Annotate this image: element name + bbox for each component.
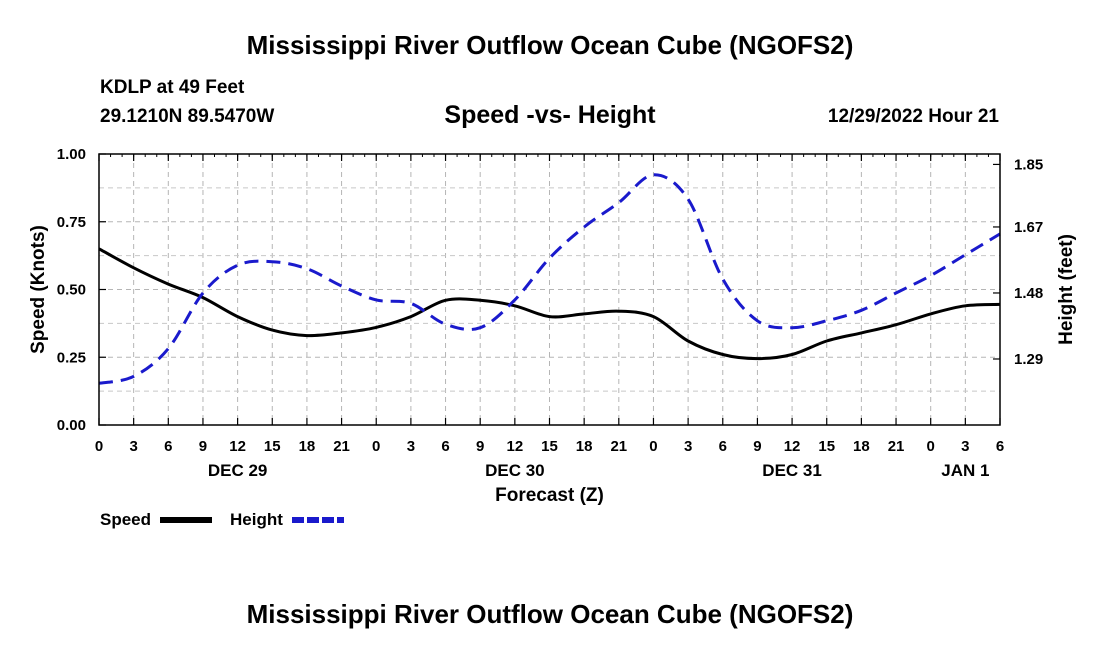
chart-title-bottom: Mississippi River Outflow Ocean Cube (NG…: [246, 599, 854, 629]
x-tick-label: 12: [229, 438, 246, 455]
date-label: DEC 30: [485, 461, 545, 480]
x-tick-label: 9: [753, 438, 761, 455]
x-tick-label: 15: [264, 438, 281, 455]
x-tick-label: 6: [996, 438, 1004, 455]
date-label: JAN 1: [941, 461, 989, 480]
chart-title-top: Mississippi River Outflow Ocean Cube (NG…: [246, 30, 854, 60]
x-tick-label: 9: [476, 438, 484, 455]
x-tick-label: 0: [927, 438, 935, 455]
x-axis-label: Forecast (Z): [495, 485, 604, 506]
y-left-tick-label: 0.75: [57, 214, 86, 231]
axis-labels: Forecast (Z) Speed (Knots) Height (feet): [28, 225, 1077, 506]
y-right-tick-label: 1.29: [1014, 351, 1043, 368]
grid: [99, 154, 1000, 425]
y-left-tick-label: 0.50: [57, 282, 86, 299]
axes: 0 3 6 9 12 15 18 21 0 3 6 9 12 15 18 21 0 3 6 9 12 15 18 21 0 3 6 0…: [57, 146, 1043, 480]
x-tick-label: 6: [719, 438, 727, 455]
y-right-tick-label: 1.85: [1014, 156, 1043, 173]
x-tick-label: 0: [95, 438, 103, 455]
x-tick-label: 3: [129, 438, 137, 455]
date-label: DEC 29: [208, 461, 268, 480]
series-line-speed: [98, 247, 1001, 361]
x-tick-label: 3: [684, 438, 692, 455]
forecast-timestamp: 12/29/2022 Hour 21: [827, 106, 999, 127]
legend-label-height: Height: [230, 510, 283, 529]
x-tick-label: 0: [372, 438, 380, 455]
y-axis-label-left: Speed (Knots): [28, 225, 49, 354]
x-tick-label: 18: [576, 438, 593, 455]
coordinates-label: 29.1210N 89.5470W: [100, 106, 275, 127]
date-label: DEC 31: [762, 461, 822, 480]
x-tick-label: 3: [407, 438, 415, 455]
y-right-tick-label: 1.67: [1014, 219, 1043, 236]
y-left-tick-label: 0.00: [57, 417, 86, 434]
x-tick-label: 6: [164, 438, 172, 455]
x-tick-label: 15: [541, 438, 558, 455]
x-tick-label: 18: [853, 438, 870, 455]
x-tick-label: 15: [818, 438, 835, 455]
x-tick-label: 12: [507, 438, 524, 455]
y-left-tick-label: 0.25: [57, 349, 86, 366]
x-tick-label: 9: [199, 438, 207, 455]
y-axis-label-right: Height (feet): [1056, 234, 1077, 345]
legend: Speed Height: [100, 510, 344, 529]
series-layer: [98, 173, 1001, 385]
legend-label-speed: Speed: [100, 510, 151, 529]
x-tick-label: 0: [649, 438, 657, 455]
station-label: KDLP at 49 Feet: [100, 77, 245, 98]
chart-subtitle: Speed -vs- Height: [444, 101, 656, 129]
x-tick-label: 3: [961, 438, 969, 455]
x-tick-label: 6: [441, 438, 449, 455]
y-left-tick-label: 1.00: [57, 146, 86, 163]
series-line-height: [98, 173, 1001, 385]
x-tick-label: 21: [333, 438, 350, 455]
x-tick-label: 21: [888, 438, 905, 455]
x-tick-label: 18: [299, 438, 316, 455]
x-tick-label: 12: [784, 438, 801, 455]
x-tick-label: 21: [610, 438, 627, 455]
y-right-tick-label: 1.48: [1014, 285, 1043, 302]
